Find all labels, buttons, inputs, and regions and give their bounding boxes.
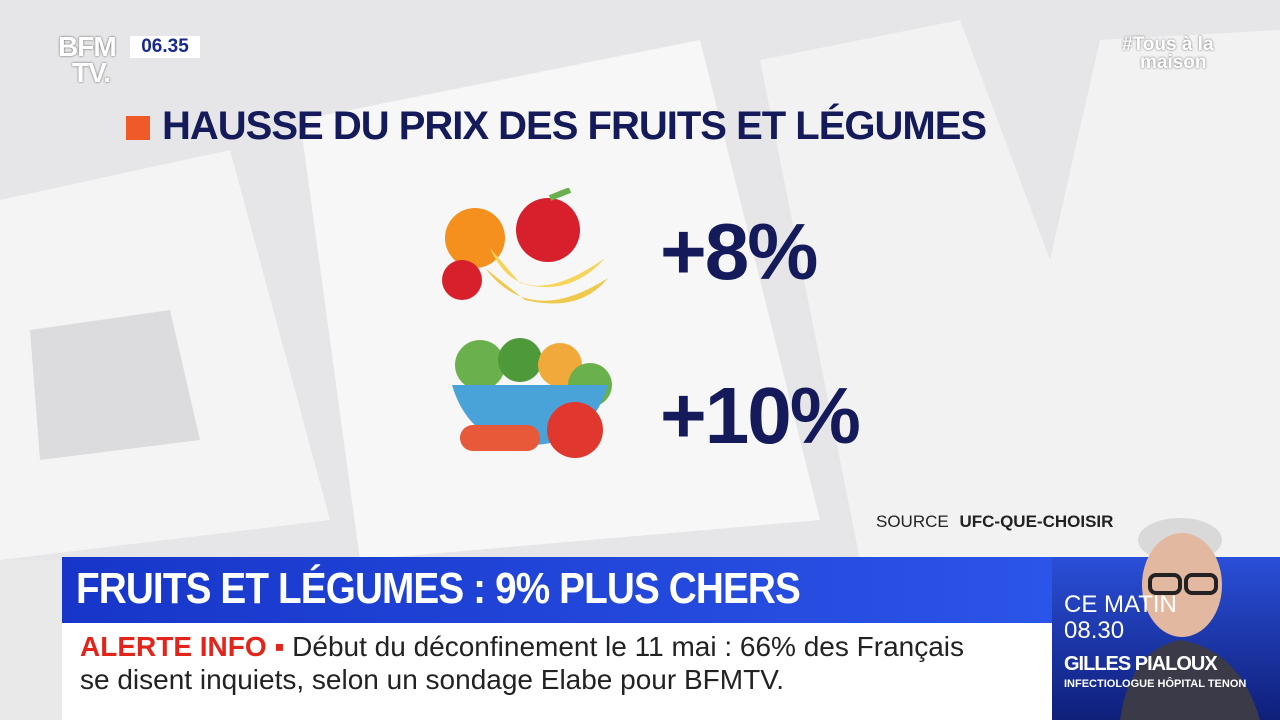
guest-name: GILLES PIALOUX [1064, 653, 1218, 675]
source: SOURCE UFC-QUE-CHOISIR [876, 512, 1113, 532]
title: HAUSSE DU PRIX DES FRUITS ET LÉGUMES [162, 104, 987, 148]
ticker-bar [62, 623, 1052, 720]
alert-label: ALERTE INFO [80, 631, 267, 662]
fruit-icon [442, 188, 608, 304]
hashtag-line: maison [1140, 52, 1207, 73]
background-watermark [0, 20, 1280, 560]
ticker: ALERTE INFO ▪ Début du déconfinement le … [80, 631, 965, 695]
vegetable-increase: +10% [660, 371, 861, 460]
guest-portrait [1120, 518, 1260, 720]
vegetable-icon [452, 338, 612, 458]
guest-time-block: CE MATIN 08.30 [1064, 592, 1177, 644]
logo-line: BFM [58, 31, 117, 62]
hashtag: #Tous à la maison [1122, 34, 1214, 73]
fruit-increase: +8% [660, 207, 818, 296]
guest-time: 08.30 [1064, 617, 1125, 644]
clock: 06.35 [130, 36, 200, 58]
headline-bar [62, 557, 1052, 623]
source-label: SOURCE [876, 512, 949, 531]
ticker-line: se disent inquiets, selon un sondage Ela… [80, 664, 785, 695]
logo: BFM TV. [58, 31, 117, 88]
guest-role: INFECTIOLOGUE HÔPITAL TENON [1064, 678, 1247, 690]
logo-line: TV. [72, 57, 111, 88]
title-bullet [126, 116, 150, 140]
headline: FRUITS ET LÉGUMES : 9% PLUS CHERS [76, 564, 801, 613]
hashtag-line: #Tous à la [1122, 34, 1214, 55]
guest-time-label: CE MATIN [1064, 591, 1177, 618]
source-name: UFC-QUE-CHOISIR [959, 512, 1114, 531]
ticker-line: Début du déconfinement le 11 mai : 66% d… [292, 631, 965, 662]
